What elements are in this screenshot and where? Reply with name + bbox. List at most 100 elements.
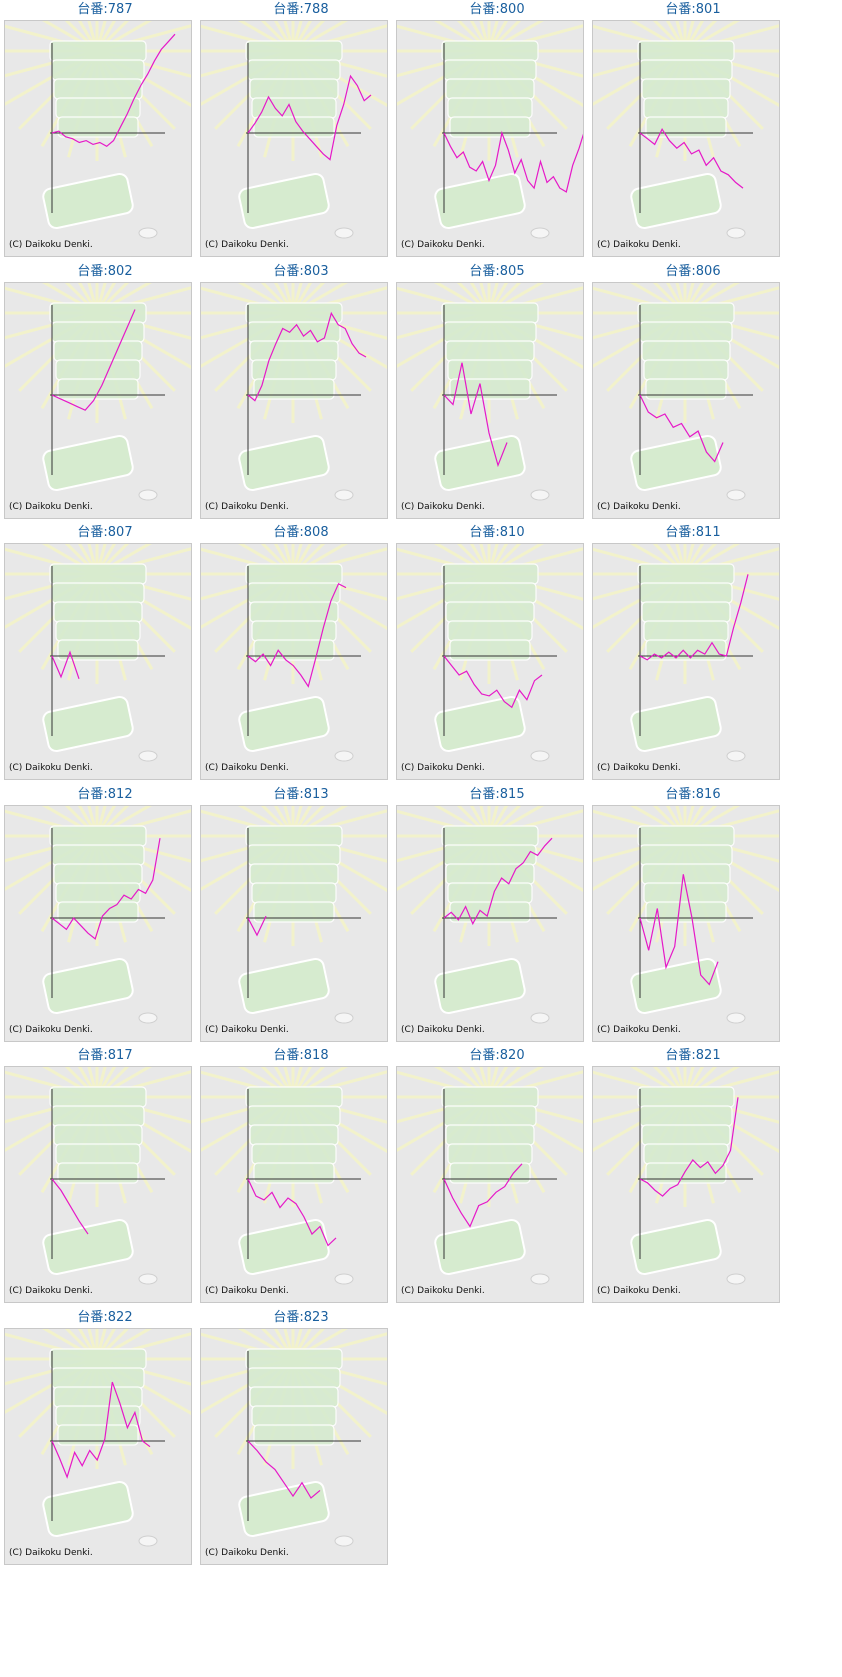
slump-graph[interactable]: (C) Daikoku Denki. [4,1066,192,1303]
slump-graph[interactable]: (C) Daikoku Denki. [396,804,584,1042]
slump-line [247,311,367,402]
machine-number-link[interactable]: 台番:818 [273,1048,329,1063]
slump-graph[interactable]: (C) Daikoku Denki. [4,20,192,257]
graph-card: 台番:820 (C) Daikoku Denki. [392,1046,602,1326]
slump-graph[interactable]: (C) Daikoku Denki. [396,20,584,257]
background-illustration [397,21,583,239]
slump-line [639,574,749,661]
machine-number-link[interactable]: 台番:803 [273,263,329,279]
machine-number-link[interactable]: 台番:808 [273,525,329,540]
slump-graph[interactable]: (C) Daikoku Denki. [592,20,780,257]
slump-line [51,837,161,940]
machine-number-link[interactable]: 台番:802 [77,263,133,279]
copyright-text: (C) Daikoku Denki. [205,763,289,773]
graph-svg [5,282,191,500]
slump-graph[interactable]: (C) Daikoku Denki. [592,1066,780,1303]
slump-line [247,1440,321,1499]
machine-number-link[interactable]: 台番:810 [469,525,525,540]
graph-svg [593,1067,779,1285]
graph-svg [593,805,779,1023]
slump-line [51,33,176,148]
background-illustration [5,282,191,500]
background-illustration [397,1067,583,1285]
machine-number-link[interactable]: 台番:823 [273,1309,329,1325]
slump-line [51,650,80,679]
slump-graph[interactable]: (C) Daikoku Denki. [200,1327,388,1565]
graph-card: 台番:805 (C) Daikoku Denki. [392,262,602,542]
machine-number-link[interactable]: 台番:800 [469,2,525,17]
copyright-text: (C) Daikoku Denki. [9,1547,93,1558]
copyright-text: (C) Daikoku Denki. [9,763,93,773]
slump-graph[interactable]: (C) Daikoku Denki. [4,804,192,1042]
copyright-text: (C) Daikoku Denki. [401,240,485,250]
slump-line [443,655,543,709]
machine-number-link[interactable]: 台番:817 [77,1048,133,1063]
graph-card: 台番:822 (C) Daikoku Denki. [0,1308,210,1588]
slump-line [639,127,744,189]
machine-number-link[interactable]: 台番:812 [77,786,133,802]
machine-number-link[interactable]: 台番:805 [469,263,525,279]
graph-svg [397,544,583,762]
slump-line [247,915,267,936]
machine-number-link[interactable]: 台番:813 [273,786,329,802]
machine-number-link[interactable]: 台番:806 [665,263,721,279]
background-illustration [397,282,583,500]
background-illustration [5,544,191,762]
background-illustration [201,1328,387,1546]
slump-graph[interactable]: (C) Daikoku Denki. [200,804,388,1042]
copyright-text: (C) Daikoku Denki. [9,501,93,512]
slump-line [247,1178,337,1247]
slump-line [443,837,553,925]
slump-graph[interactable]: (C) Daikoku Denki. [4,1327,192,1565]
slump-graph[interactable]: (C) Daikoku Denki. [200,1066,388,1303]
machine-number-link[interactable]: 台番:801 [665,2,721,17]
slump-graph[interactable]: (C) Daikoku Denki. [396,543,584,780]
background-illustration [593,544,779,762]
graph-svg [593,282,779,500]
graph-card: 台番:816 (C) Daikoku Denki. [588,785,798,1065]
slump-graph[interactable]: (C) Daikoku Denki. [200,20,388,257]
copyright-text: (C) Daikoku Denki. [205,240,289,250]
machine-number-link[interactable]: 台番:788 [273,2,329,17]
background-illustration [201,1067,387,1285]
graph-svg [397,1067,583,1285]
graph-card: 台番:811 (C) Daikoku Denki. [588,523,798,803]
machine-number-link[interactable]: 台番:787 [77,2,133,17]
graph-card: 台番:800 (C) Daikoku Denki. [392,0,602,280]
slump-graph[interactable]: (C) Daikoku Denki. [4,281,192,519]
background-illustration [201,282,387,500]
copyright-text: (C) Daikoku Denki. [401,1286,485,1296]
slump-line [51,1381,151,1479]
copyright-text: (C) Daikoku Denki. [597,1286,681,1296]
slump-graph[interactable]: (C) Daikoku Denki. [396,281,584,519]
graph-card: 台番:802 (C) Daikoku Denki. [0,262,210,542]
slump-graph[interactable]: (C) Daikoku Denki. [592,543,780,780]
slump-graph[interactable]: (C) Daikoku Denki. [200,281,388,519]
machine-number-link[interactable]: 台番:815 [469,786,525,802]
background-illustration [593,1067,779,1285]
graph-card: 台番:808 (C) Daikoku Denki. [196,523,406,803]
slump-line [247,582,347,688]
slump-graph[interactable]: (C) Daikoku Denki. [200,543,388,780]
background-illustration [5,1067,191,1285]
machine-number-link[interactable]: 台番:820 [469,1048,525,1063]
graph-card: 台番:812 (C) Daikoku Denki. [0,785,210,1065]
slump-graph[interactable]: (C) Daikoku Denki. [396,1066,584,1303]
slump-line [443,1163,523,1228]
machine-number-link[interactable]: 台番:816 [665,786,721,802]
background-illustration [201,544,387,762]
slump-line [51,308,136,411]
slump-graph[interactable]: (C) Daikoku Denki. [592,281,780,519]
background-illustration [5,805,191,1023]
machine-number-link[interactable]: 台番:807 [77,525,133,540]
machine-number-link[interactable]: 台番:811 [665,525,721,540]
graph-card: 台番:810 (C) Daikoku Denki. [392,523,602,803]
copyright-text: (C) Daikoku Denki. [205,501,289,512]
slump-graph[interactable]: (C) Daikoku Denki. [592,804,780,1042]
slump-line [639,873,719,986]
machine-number-link[interactable]: 台番:822 [77,1309,133,1325]
background-illustration [593,282,779,500]
machine-number-link[interactable]: 台番:821 [665,1048,721,1063]
slump-graph[interactable]: (C) Daikoku Denki. [4,543,192,780]
